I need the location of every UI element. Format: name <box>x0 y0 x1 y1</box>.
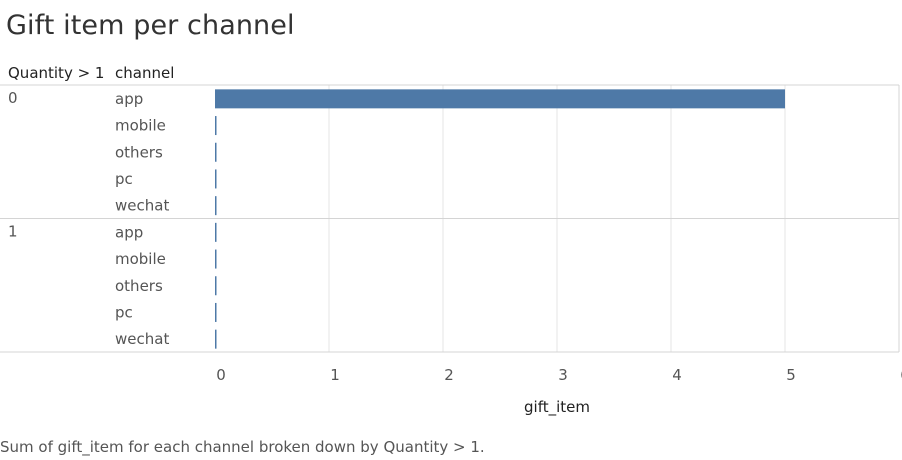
bar <box>215 276 217 296</box>
bar <box>215 222 217 242</box>
row-label: others <box>115 277 163 295</box>
row-label: app <box>115 223 143 241</box>
bar <box>215 302 217 322</box>
row-label: wechat <box>115 197 169 215</box>
row-label: app <box>115 90 143 108</box>
channel-header: channel <box>115 64 175 82</box>
row-label: mobile <box>115 117 166 135</box>
x-tick-label: 0 <box>216 366 226 384</box>
x-tick-label: 4 <box>672 366 682 384</box>
row-label: wechat <box>115 330 169 348</box>
row-label: pc <box>115 170 133 188</box>
row-label: pc <box>115 303 133 321</box>
bar <box>215 89 785 109</box>
x-tick-label: 6 <box>900 366 902 384</box>
bar <box>215 142 217 162</box>
bar <box>215 249 217 269</box>
x-tick-label: 3 <box>558 366 568 384</box>
row-label: others <box>115 143 163 161</box>
row-label: mobile <box>115 250 166 268</box>
x-tick-label: 5 <box>786 366 796 384</box>
group-header: Quantity > 1 <box>8 64 105 82</box>
group-label: 1 <box>8 223 18 241</box>
bar <box>215 196 217 216</box>
bar <box>215 329 217 349</box>
bar <box>215 116 217 136</box>
x-tick-label: 2 <box>444 366 454 384</box>
chart-title: Gift item per channel <box>6 10 295 41</box>
bar <box>215 169 217 189</box>
x-tick-label: 1 <box>330 366 340 384</box>
x-axis-title: gift_item <box>524 398 590 417</box>
group-label: 0 <box>8 89 18 107</box>
chart-caption: Sum of gift_item for each channel broken… <box>0 438 485 456</box>
